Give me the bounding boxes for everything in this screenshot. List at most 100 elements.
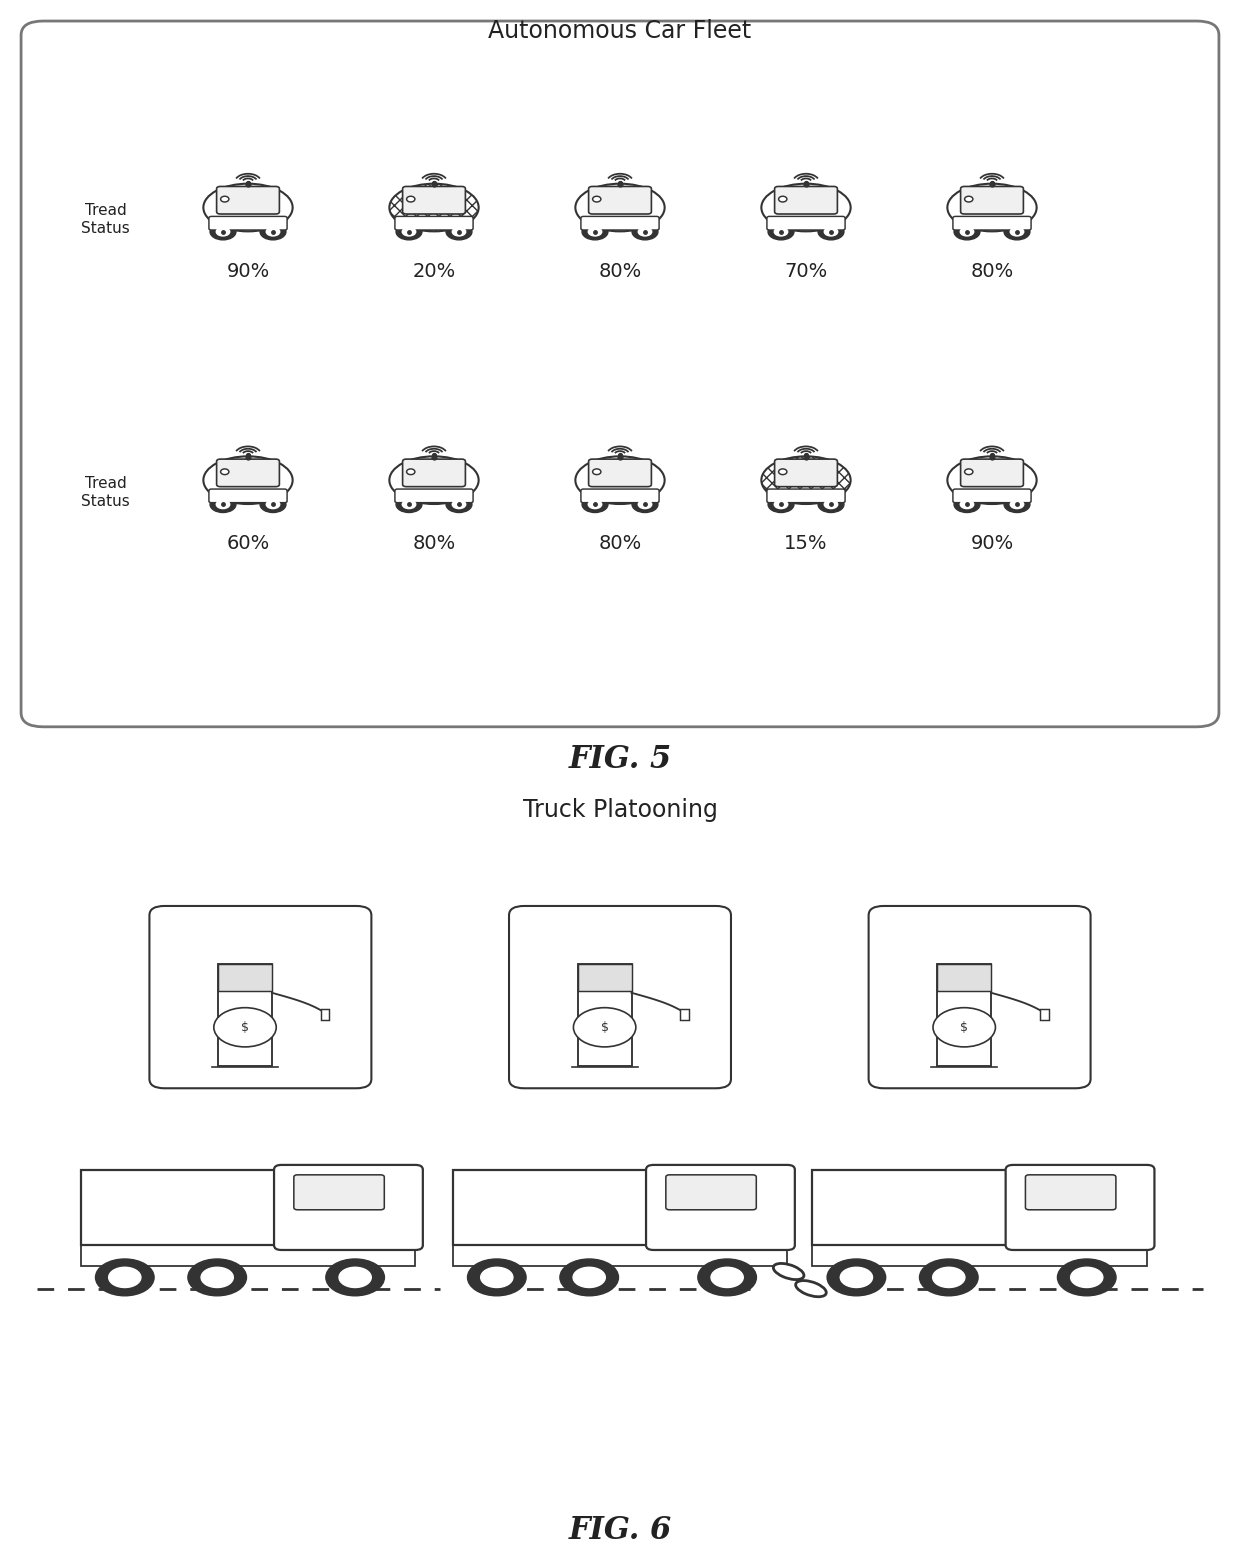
Circle shape xyxy=(1004,224,1030,240)
Bar xyxy=(321,1010,330,1020)
Bar xyxy=(681,1010,689,1020)
Circle shape xyxy=(560,1259,619,1296)
Circle shape xyxy=(109,1267,141,1287)
Ellipse shape xyxy=(575,456,665,505)
FancyBboxPatch shape xyxy=(294,1175,384,1209)
FancyBboxPatch shape xyxy=(589,187,651,213)
Circle shape xyxy=(260,497,286,513)
Circle shape xyxy=(818,224,844,240)
Circle shape xyxy=(467,1259,526,1296)
Circle shape xyxy=(920,1259,978,1296)
Circle shape xyxy=(216,227,229,235)
Text: Tread
Status: Tread Status xyxy=(81,475,130,509)
Ellipse shape xyxy=(221,469,229,475)
Circle shape xyxy=(841,1267,873,1287)
Bar xyxy=(812,1245,1147,1267)
Circle shape xyxy=(453,227,466,235)
Circle shape xyxy=(588,500,601,508)
FancyBboxPatch shape xyxy=(952,217,1032,231)
Bar xyxy=(1040,1010,1049,1020)
FancyBboxPatch shape xyxy=(403,460,465,486)
Ellipse shape xyxy=(761,456,851,505)
FancyBboxPatch shape xyxy=(961,187,1023,213)
Text: Autonomous Car Fleet: Autonomous Car Fleet xyxy=(489,20,751,44)
Circle shape xyxy=(1011,500,1024,508)
Ellipse shape xyxy=(779,196,787,203)
Circle shape xyxy=(632,224,658,240)
Circle shape xyxy=(825,500,838,508)
FancyBboxPatch shape xyxy=(589,460,651,486)
Ellipse shape xyxy=(221,196,229,203)
FancyBboxPatch shape xyxy=(646,1165,795,1250)
Bar xyxy=(812,1170,1013,1245)
Ellipse shape xyxy=(407,196,415,203)
Circle shape xyxy=(453,500,466,508)
Circle shape xyxy=(698,1259,756,1296)
Ellipse shape xyxy=(203,456,293,505)
Text: FIG. 6: FIG. 6 xyxy=(568,1516,672,1546)
Circle shape xyxy=(210,224,236,240)
Ellipse shape xyxy=(389,184,479,231)
FancyBboxPatch shape xyxy=(775,187,837,213)
FancyBboxPatch shape xyxy=(403,187,465,213)
FancyBboxPatch shape xyxy=(1006,1165,1154,1250)
Circle shape xyxy=(267,500,280,508)
Ellipse shape xyxy=(965,196,973,203)
Bar xyxy=(578,964,631,991)
Circle shape xyxy=(210,497,236,513)
Circle shape xyxy=(213,1008,277,1047)
Bar xyxy=(218,964,272,991)
Text: 15%: 15% xyxy=(784,534,828,553)
Ellipse shape xyxy=(947,184,1037,231)
Circle shape xyxy=(774,227,787,235)
FancyBboxPatch shape xyxy=(1025,1175,1116,1209)
Text: $: $ xyxy=(241,1020,249,1035)
Circle shape xyxy=(774,500,787,508)
Text: 90%: 90% xyxy=(971,534,1013,553)
Circle shape xyxy=(402,227,415,235)
FancyBboxPatch shape xyxy=(775,460,837,486)
Text: 80%: 80% xyxy=(413,534,455,553)
Ellipse shape xyxy=(575,184,665,231)
Ellipse shape xyxy=(389,456,479,505)
Text: 80%: 80% xyxy=(599,262,641,280)
Circle shape xyxy=(267,227,280,235)
Ellipse shape xyxy=(761,184,851,231)
FancyBboxPatch shape xyxy=(766,217,846,231)
Text: 60%: 60% xyxy=(227,534,269,553)
Circle shape xyxy=(201,1267,233,1287)
Bar xyxy=(937,964,991,1066)
Ellipse shape xyxy=(203,184,293,231)
Circle shape xyxy=(932,1008,996,1047)
FancyBboxPatch shape xyxy=(508,905,730,1087)
Circle shape xyxy=(960,500,973,508)
Circle shape xyxy=(573,1008,636,1047)
Ellipse shape xyxy=(593,469,601,475)
Text: Truck Platooning: Truck Platooning xyxy=(522,798,718,823)
FancyBboxPatch shape xyxy=(394,489,474,503)
Bar xyxy=(937,964,991,991)
FancyBboxPatch shape xyxy=(580,489,660,503)
FancyBboxPatch shape xyxy=(217,187,279,213)
Circle shape xyxy=(954,224,980,240)
FancyBboxPatch shape xyxy=(580,217,660,231)
Text: $: $ xyxy=(600,1020,609,1035)
Circle shape xyxy=(711,1267,743,1287)
Circle shape xyxy=(326,1259,384,1296)
FancyBboxPatch shape xyxy=(394,217,474,231)
Text: 80%: 80% xyxy=(599,534,641,553)
Circle shape xyxy=(396,497,422,513)
Ellipse shape xyxy=(796,1281,826,1296)
Bar xyxy=(453,1245,787,1267)
FancyBboxPatch shape xyxy=(766,489,846,503)
Bar xyxy=(81,1170,281,1245)
Circle shape xyxy=(402,500,415,508)
Circle shape xyxy=(1070,1267,1102,1287)
Text: 80%: 80% xyxy=(971,262,1013,280)
Circle shape xyxy=(446,497,472,513)
Circle shape xyxy=(827,1259,885,1296)
Circle shape xyxy=(954,497,980,513)
Circle shape xyxy=(446,224,472,240)
Circle shape xyxy=(818,497,844,513)
Circle shape xyxy=(260,224,286,240)
